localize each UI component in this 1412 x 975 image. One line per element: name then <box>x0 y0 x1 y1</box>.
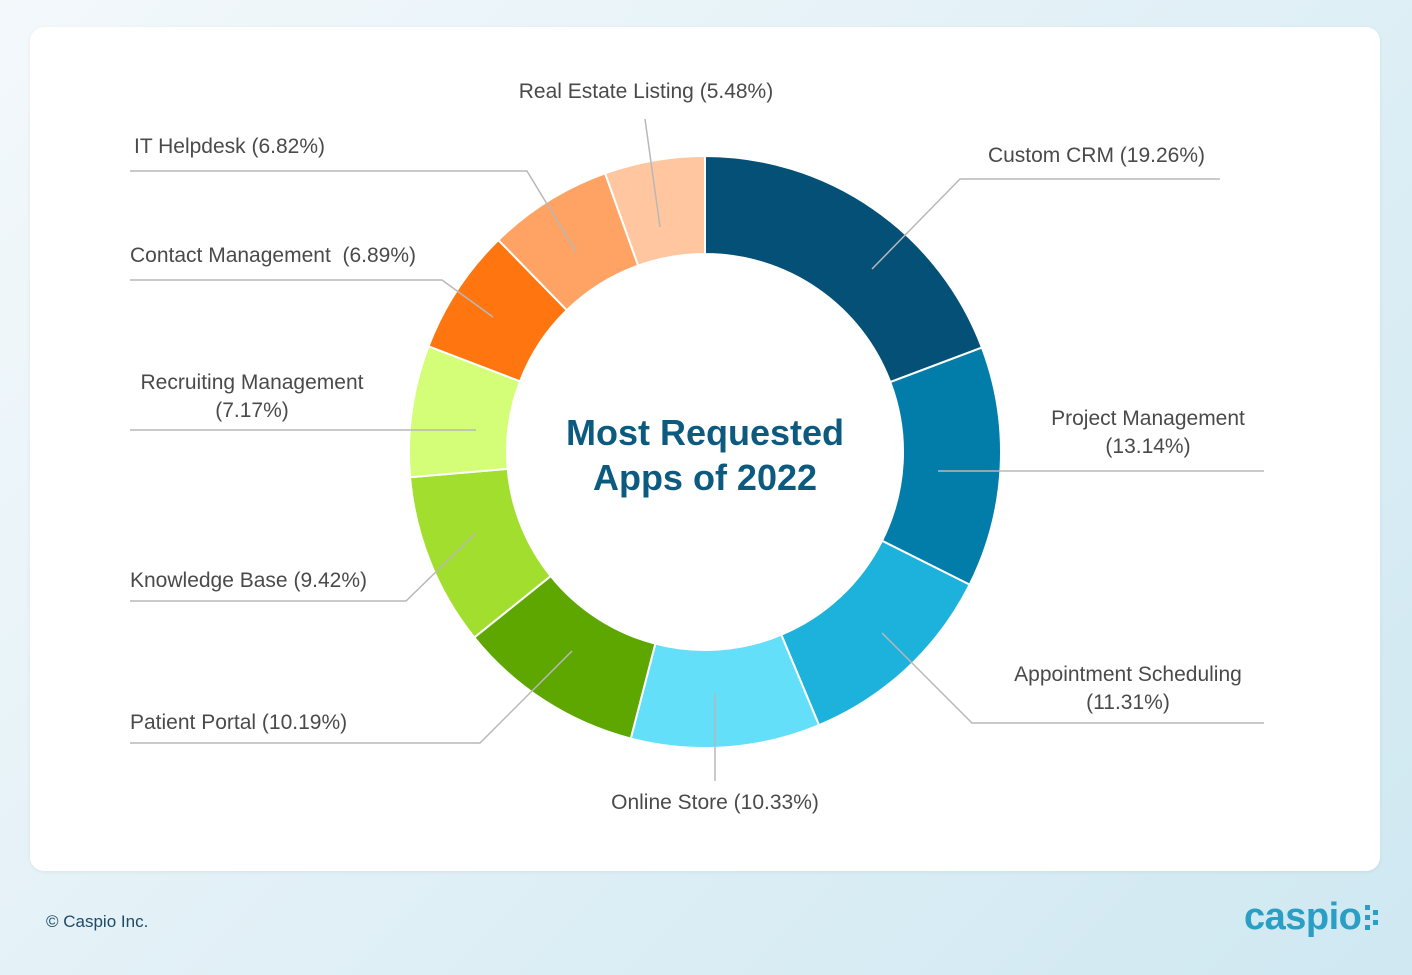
chart-card: Custom CRM (19.26%) Project Management (13… <box>30 27 1380 871</box>
slice-label-9: IT Helpdesk (6.82%) <box>134 135 325 158</box>
donut-slices <box>408 154 1002 749</box>
leader-line-9 <box>130 170 577 253</box>
slice-label-4: Online Store (10.33%) <box>611 791 819 814</box>
copyright-text: Caspio Inc. <box>63 912 149 931</box>
donut-chart: Custom CRM (19.26%) Project Management (13… <box>130 80 1264 814</box>
slice-1 <box>704 154 984 384</box>
leader-line-5 <box>130 650 573 744</box>
copyright-icon: © <box>46 912 64 931</box>
slice-label-5: Patient Portal (10.19%) <box>130 711 347 734</box>
caspio-logo: caspio <box>1244 896 1381 939</box>
slice-label-3: Appointment Scheduling (11.31%) <box>1014 663 1242 714</box>
leader-line-1 <box>871 178 1220 270</box>
slice-labels: Custom CRM (19.26%) Project Management (13… <box>130 80 1245 814</box>
slice-label-8: Contact Management (6.89%) <box>130 244 416 267</box>
center-title-line-2: Apps of 2022 <box>593 457 817 498</box>
slice-label-1: Custom CRM (19.26%) <box>988 144 1205 167</box>
leader-line-6 <box>130 532 477 602</box>
leader-line-3 <box>881 632 1264 724</box>
slice-label-6: Knowledge Base (9.42%) <box>130 569 367 592</box>
slice-label-7: Recruiting Management (7.17%) <box>141 371 364 422</box>
slice-10 <box>603 154 706 267</box>
leader-line-10 <box>644 118 661 228</box>
footer: © Caspio Inc. <box>46 912 148 932</box>
slice-label-2: Project Management (13.14%) <box>1051 407 1245 458</box>
slice-label-10: Real Estate Listing (5.48%) <box>519 80 773 103</box>
logo-dots-icon <box>1365 904 1379 930</box>
logo-text: caspio <box>1244 896 1362 938</box>
leader-lines <box>130 118 1264 781</box>
leader-line-8 <box>130 279 494 318</box>
center-title-line-1: Most Requested <box>566 412 844 453</box>
center-title: Most Requested Apps of 2022 <box>566 412 844 498</box>
